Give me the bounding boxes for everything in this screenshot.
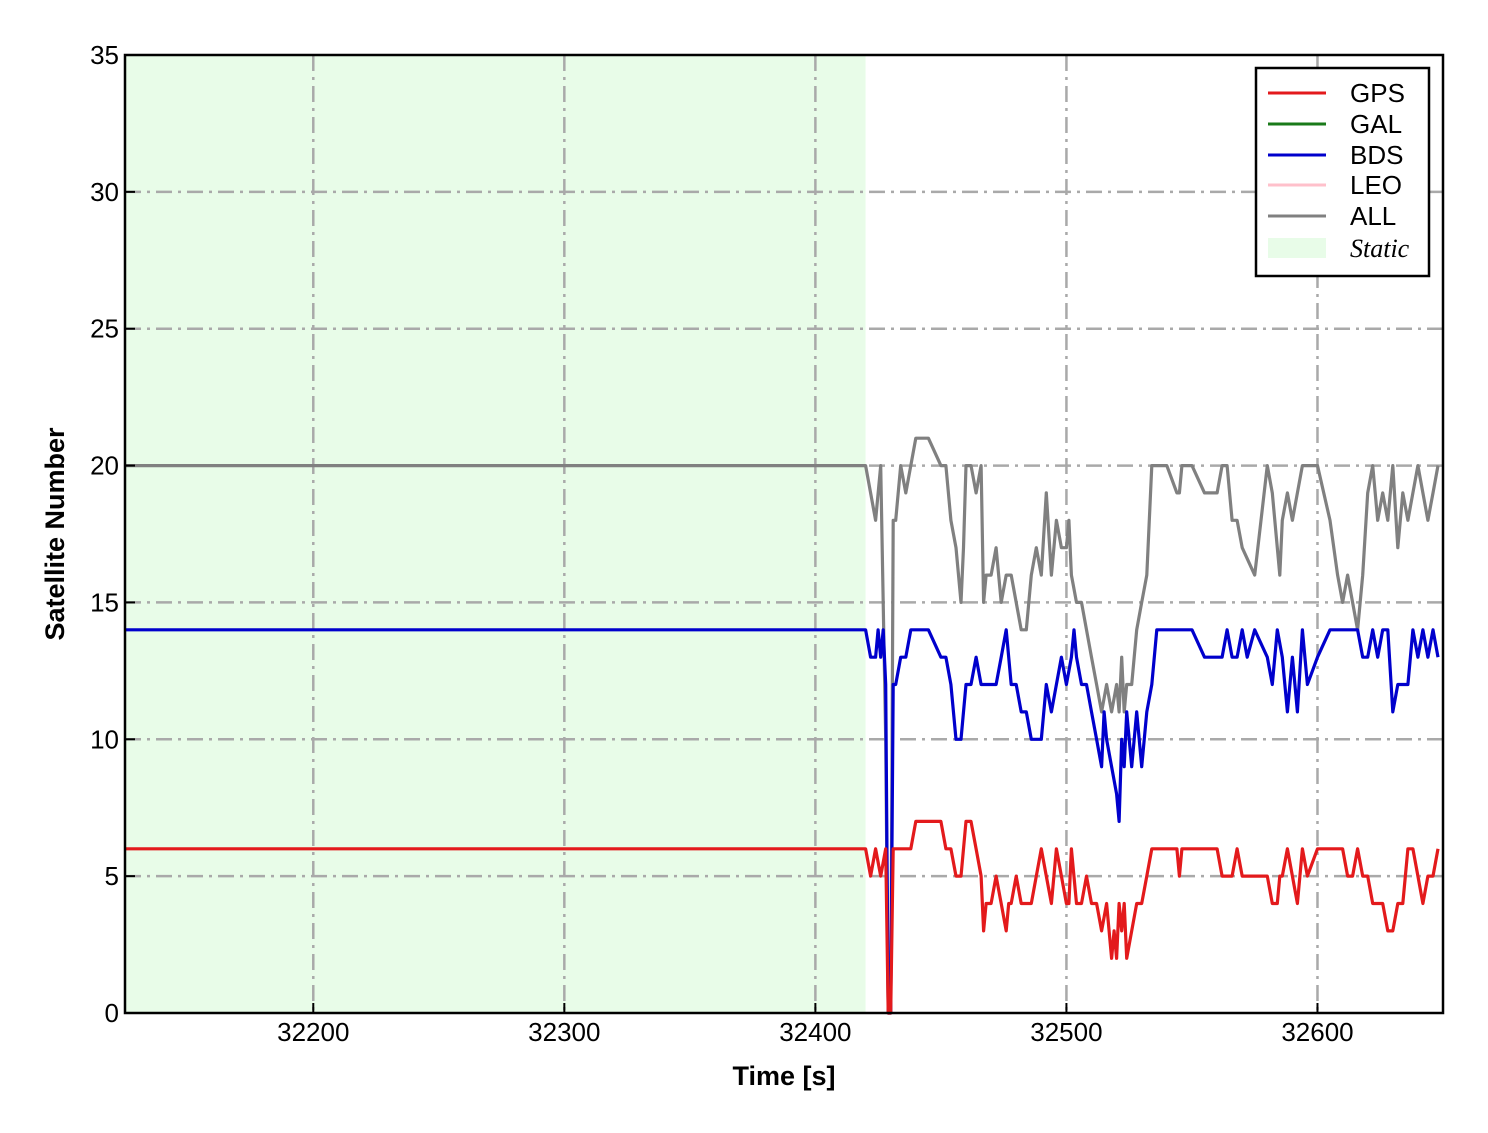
x-tick-label: 32400 <box>779 1017 851 1047</box>
x-tick-label: 32500 <box>1030 1017 1102 1047</box>
series-line-gps <box>125 819 1440 1015</box>
legend-label-leo: LEO <box>1350 170 1402 200</box>
y-axis-title: Satellite Number <box>40 427 70 641</box>
x-tick-label: 32600 <box>1281 1017 1353 1047</box>
x-tick-label: 32300 <box>528 1017 600 1047</box>
y-tick-label: 30 <box>90 177 119 207</box>
static-region <box>125 55 866 1013</box>
y-tick-label: 5 <box>105 861 119 891</box>
y-tick-label: 20 <box>90 451 119 481</box>
y-tick-label: 25 <box>90 314 119 344</box>
legend-label-static: Static <box>1350 234 1410 263</box>
series-line-all <box>125 436 1440 1015</box>
plot-frame <box>123 53 1445 1015</box>
x-axis-title: Time [s] <box>732 1061 835 1091</box>
ticks: 32200 32300 32400 32500 32600 0 5 10 15 20 25 30 35 <box>90 40 1354 1047</box>
legend-label-all: ALL <box>1350 201 1396 231</box>
series-line-bds <box>125 628 1440 1015</box>
legend-label-gal: GAL <box>1350 109 1402 139</box>
series-layer <box>125 436 1440 1015</box>
x-tick-label: 32200 <box>277 1017 349 1047</box>
y-tick-label: 15 <box>90 587 119 617</box>
legend: GPS GAL BDS LEO ALL Static <box>1254 66 1431 278</box>
legend-swatch-static <box>1268 238 1326 258</box>
static-shading <box>125 55 866 1013</box>
legend-label-bds: BDS <box>1350 140 1403 170</box>
legend-label-gps: GPS <box>1350 78 1405 108</box>
y-tick-label: 35 <box>90 40 119 70</box>
y-tick-label: 0 <box>105 998 119 1028</box>
y-tick-label: 10 <box>90 724 119 754</box>
